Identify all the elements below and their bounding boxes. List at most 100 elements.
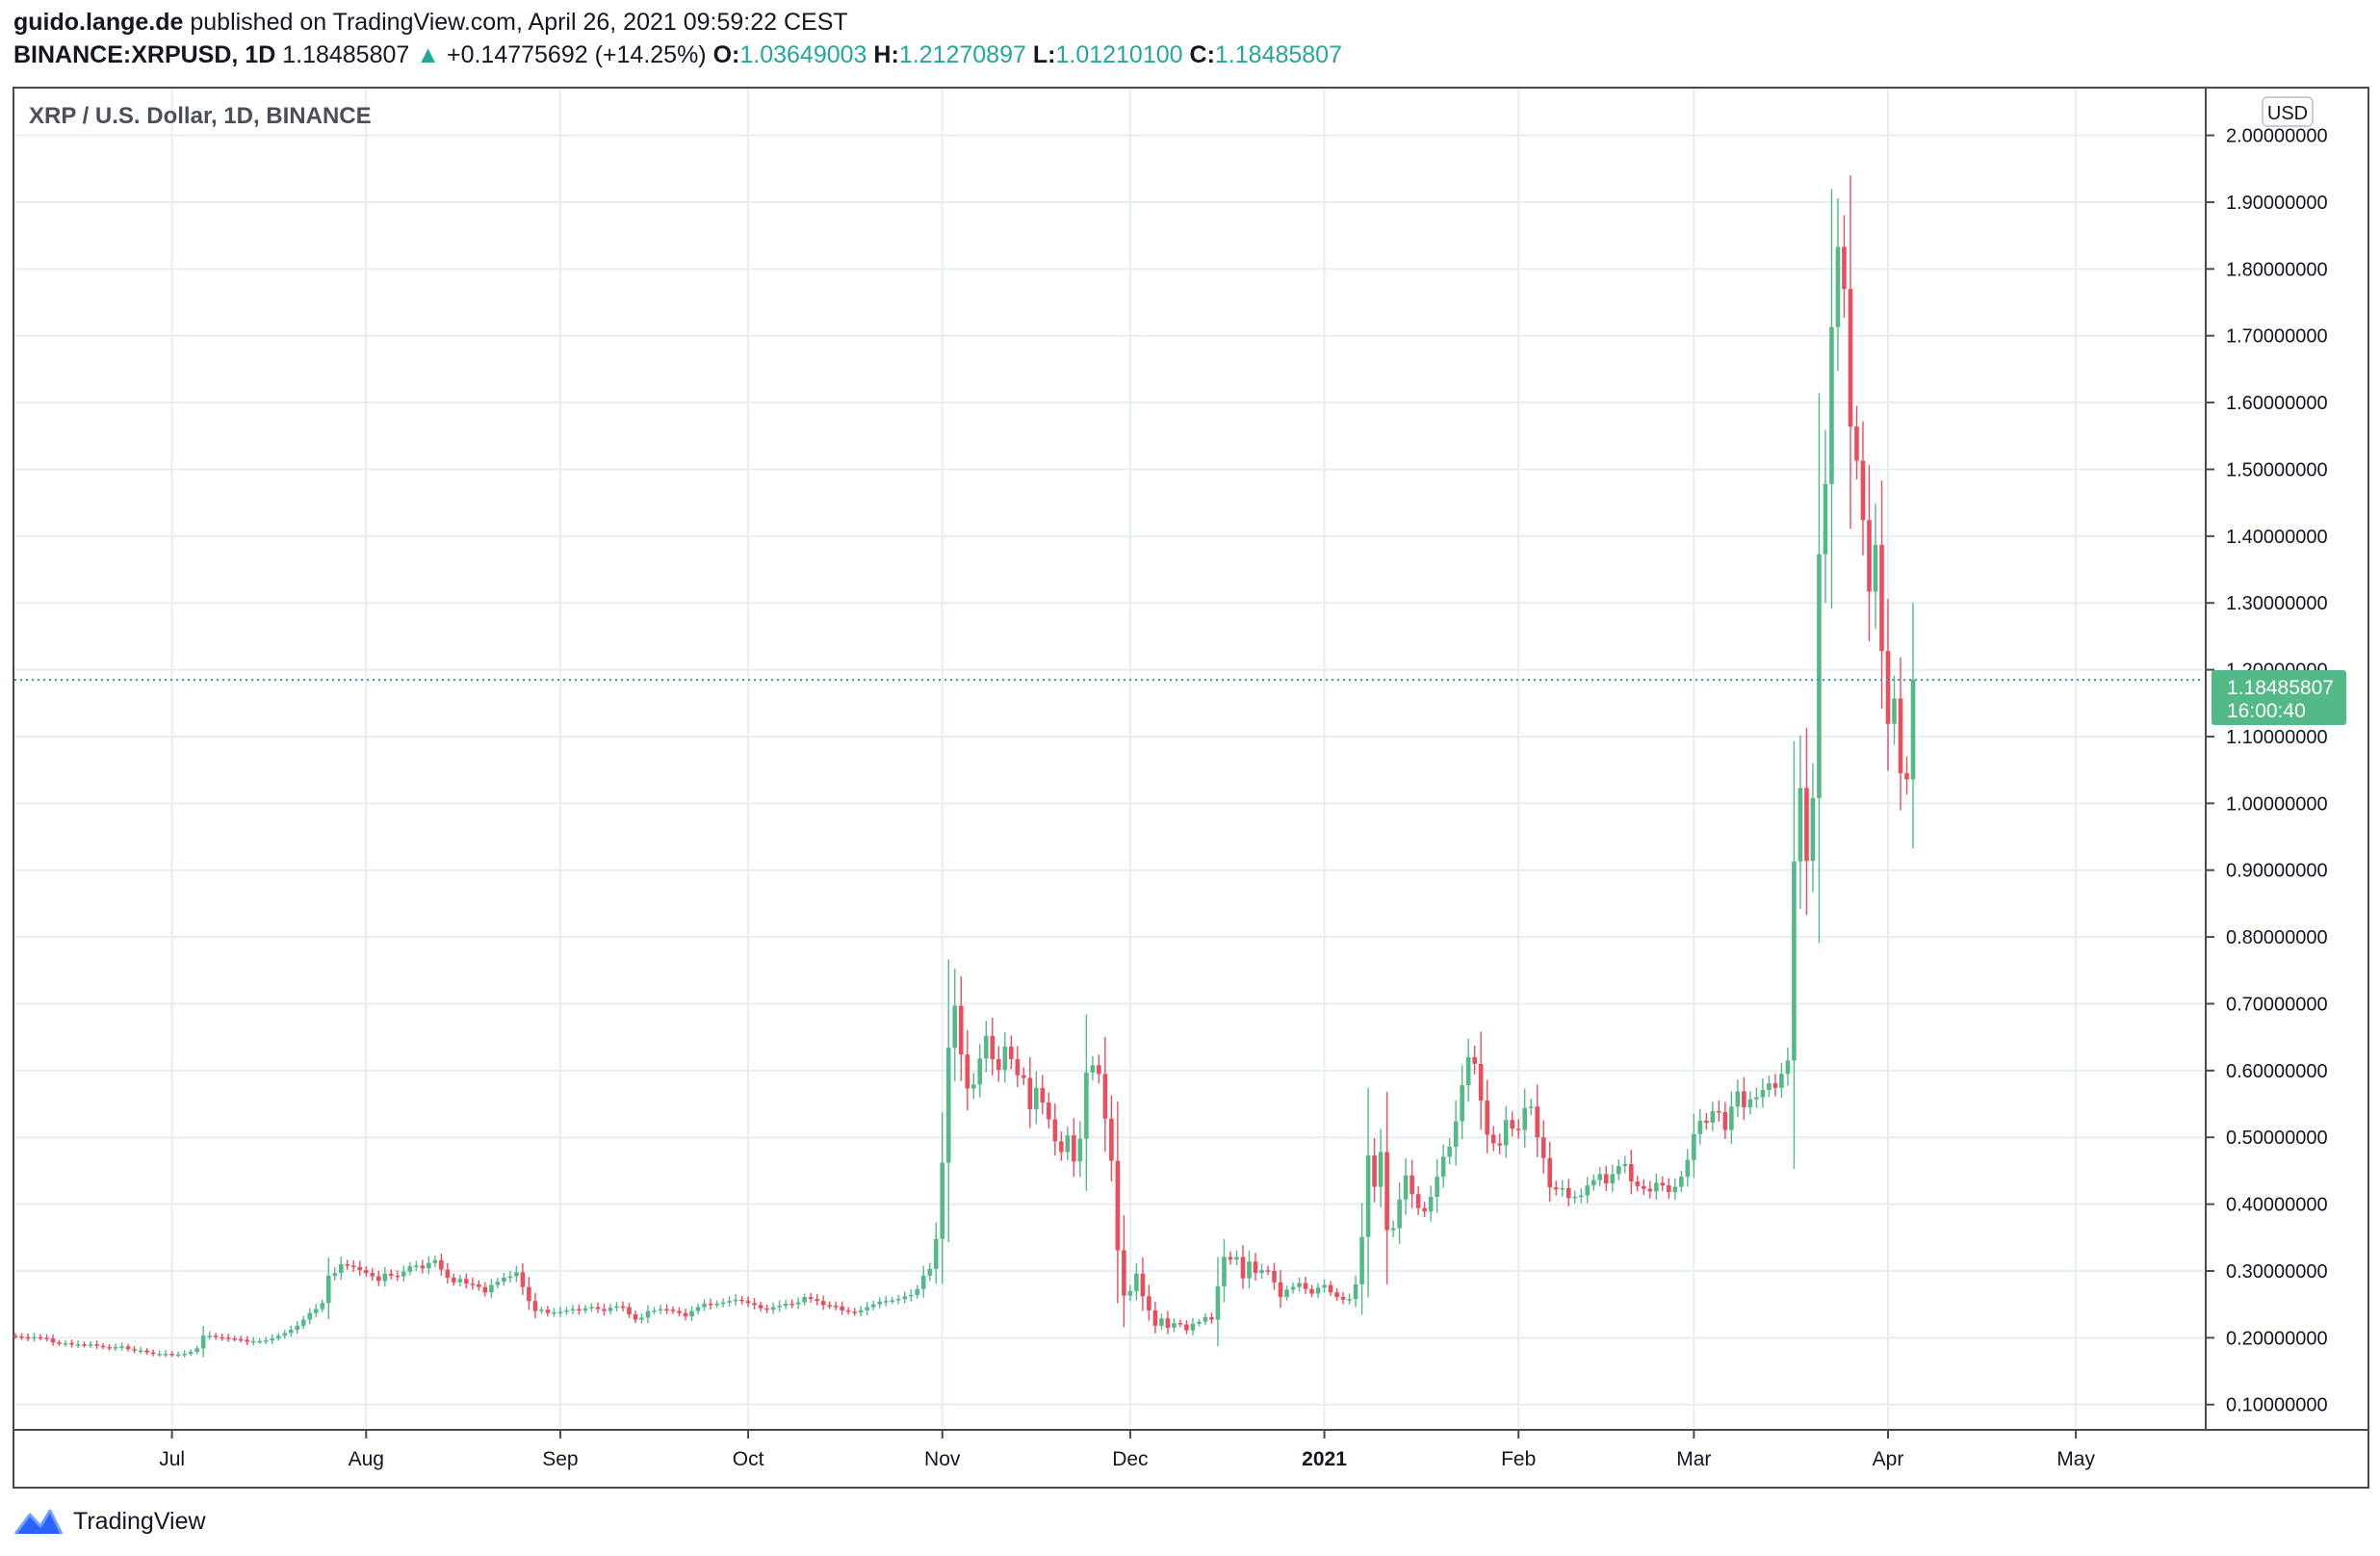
price-tick-label: 0.60000000 (2226, 1061, 2328, 1082)
candle-body (1591, 1180, 1596, 1186)
candle-body (1453, 1121, 1459, 1147)
candle-body (1710, 1111, 1716, 1123)
candle-body (895, 1299, 901, 1301)
candle-body (1465, 1056, 1471, 1086)
price-tick-label: 2.00000000 (2226, 126, 2328, 147)
candle-body (1478, 1063, 1484, 1102)
candle-body (1303, 1283, 1308, 1289)
time-tick-label: Oct (733, 1448, 764, 1470)
candle-body (1679, 1177, 1684, 1187)
candle-body (720, 1302, 726, 1305)
candle-body (100, 1345, 106, 1348)
candle-body (169, 1353, 174, 1356)
candle-body (1898, 698, 1903, 774)
candle-body (996, 1059, 1001, 1071)
candle-body (1578, 1195, 1584, 1198)
publish-info: guido.lange.de published on TradingView.… (13, 6, 848, 39)
candle-body (1510, 1120, 1514, 1129)
candle-body (1654, 1182, 1659, 1192)
candle-body (1435, 1177, 1439, 1197)
currency-badge[interactable]: USD (2262, 96, 2314, 127)
candle-body (132, 1349, 137, 1351)
open-label: O: (712, 41, 740, 68)
candle-body (1259, 1270, 1264, 1274)
time-tick-label: 2021 (1302, 1448, 1347, 1470)
candle-body (1222, 1257, 1227, 1286)
candle-body (482, 1286, 488, 1293)
candle-body (270, 1338, 275, 1341)
symbol-info: BINANCE:XRPUSD, 1D 1.18485807 ▲ +0.14775… (13, 39, 1342, 71)
candle-body (464, 1279, 469, 1284)
candle-body (1754, 1097, 1759, 1100)
candle-body (582, 1308, 588, 1310)
candle-body (502, 1277, 506, 1283)
candle-body (1485, 1101, 1489, 1135)
candle-body (1008, 1046, 1014, 1060)
price-tick-label: 1.70000000 (2226, 326, 2328, 348)
candle-body (1867, 520, 1872, 592)
candle-body (375, 1276, 381, 1282)
candle-body (1290, 1286, 1296, 1290)
candle-body (44, 1337, 49, 1339)
candle-body (1642, 1185, 1646, 1189)
candle-body (345, 1264, 350, 1266)
candle-body (1742, 1091, 1746, 1107)
candle-body (1685, 1159, 1691, 1178)
candle-body (313, 1309, 319, 1313)
candle-body (1184, 1324, 1189, 1331)
candle-body (1585, 1185, 1591, 1196)
candle-body (363, 1270, 369, 1274)
candle-body (1848, 289, 1853, 428)
candle-body (915, 1288, 920, 1295)
candle-body (639, 1317, 644, 1320)
candle-body (858, 1310, 864, 1312)
candle-body (1047, 1102, 1051, 1120)
candle-body (714, 1303, 719, 1306)
candle-body (927, 1268, 933, 1276)
chart-frame (13, 87, 2369, 1489)
candle-body (50, 1338, 56, 1343)
candle-body (1522, 1107, 1528, 1130)
candle-body (852, 1311, 857, 1313)
time-tick-label: Aug (349, 1448, 384, 1470)
candle-body (1322, 1284, 1327, 1288)
price-axis: 2.00000000 1.90000000 1.80000000 1.70000000… (2207, 126, 2328, 1416)
candle-body (902, 1296, 908, 1300)
candle-body (470, 1284, 476, 1285)
price-tick-label: 0.90000000 (2226, 861, 2328, 882)
candle-body (1384, 1152, 1389, 1231)
candle-body (1560, 1187, 1565, 1190)
author-name[interactable]: guido.lange.de (13, 9, 184, 36)
candle-body (752, 1303, 757, 1306)
candle-body (439, 1259, 444, 1270)
candle-body (320, 1303, 325, 1310)
candle-body (1397, 1199, 1402, 1229)
candle-body (194, 1348, 199, 1352)
chart-title: XRP / U.S. Dollar, 1D, BINANCE (29, 103, 372, 129)
candle-body (777, 1306, 782, 1308)
candle-body (1027, 1077, 1033, 1110)
candle-body (477, 1284, 481, 1287)
candle-body (877, 1301, 882, 1305)
low-label: L: (1032, 41, 1056, 68)
candle-body (1065, 1135, 1071, 1153)
candle-body (815, 1299, 819, 1302)
chart-grid (14, 89, 2203, 1428)
candle-body (1622, 1163, 1628, 1167)
time-tick-label: Jul (159, 1448, 185, 1470)
footer-brand[interactable]: TradingView (73, 1507, 206, 1535)
candle-body (175, 1354, 181, 1357)
candle-body (532, 1301, 538, 1311)
candle-body (1297, 1283, 1302, 1287)
candle-body (225, 1337, 231, 1339)
candle-body (1490, 1134, 1496, 1144)
tradingview-logo-icon[interactable] (13, 1505, 64, 1538)
candle-body (1747, 1099, 1753, 1107)
candle-body (1177, 1323, 1183, 1325)
candle-body (1127, 1290, 1133, 1296)
candle-body (94, 1344, 99, 1346)
candle-body (207, 1336, 212, 1337)
candle-body (820, 1301, 826, 1306)
candle-body (1860, 460, 1866, 521)
